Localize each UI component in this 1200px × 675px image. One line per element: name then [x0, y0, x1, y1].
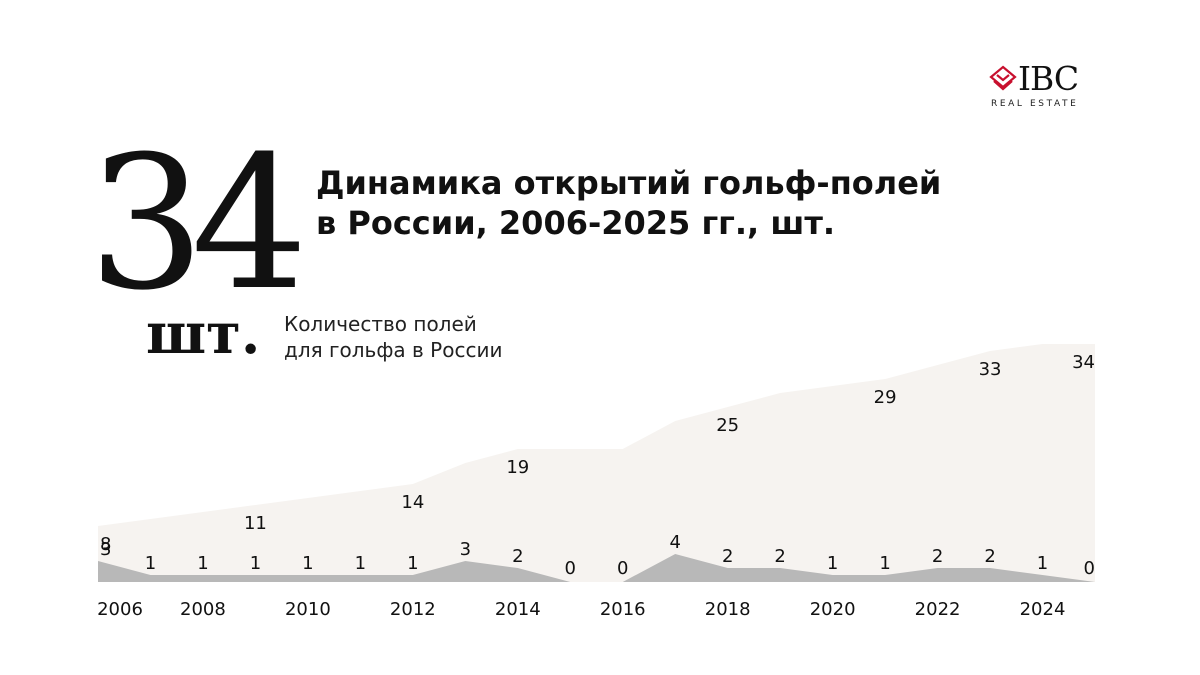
headline-unit: шт.: [146, 301, 261, 367]
cumulative-label: 8: [100, 534, 111, 555]
x-tick-label: 2008: [180, 599, 226, 620]
annual-label: 0: [565, 558, 576, 579]
logo-text: IBC: [1018, 59, 1079, 98]
x-tick-label: 2016: [600, 599, 646, 620]
annual-label: 3: [100, 539, 111, 560]
annual-label: 1: [1037, 553, 1048, 574]
annual-label: 1: [302, 553, 313, 574]
annual-label: 2: [722, 546, 733, 567]
x-tick-label: 2024: [1020, 599, 1066, 620]
chart-title-line2: в России, 2006-2025 гг., шт.: [316, 204, 836, 242]
annual-label: 0: [1084, 558, 1095, 579]
headline-caption-line2: для гольфа в России: [284, 338, 503, 362]
x-tick-label: 2014: [495, 599, 541, 620]
x-tick-label: 2022: [915, 599, 961, 620]
ibc-logo-icon: [989, 65, 1017, 91]
annual-label: 4: [669, 532, 680, 553]
cumulative-label: 34: [1072, 352, 1095, 373]
x-tick-label: 2010: [285, 599, 331, 620]
x-tick-label: 2020: [810, 599, 856, 620]
annual-labels: 3 1 1 1 1 1 1 3 2 0 0 4 2 2 1 1 2 2 1 0: [100, 532, 1095, 579]
cumulative-area: [98, 344, 1095, 582]
cumulative-label: 19: [506, 457, 529, 478]
annual-label: 2: [512, 546, 523, 567]
cumulative-label: 25: [716, 415, 739, 436]
logo-subtext: REAL ESTATE: [991, 99, 1079, 109]
chart-title-line1: Динамика открытий гольф-полей: [316, 164, 942, 202]
annual-label: 1: [145, 553, 156, 574]
annual-label: 1: [879, 553, 890, 574]
x-axis-ticks: 2006 2008 2010 2012 2014 2016 2018 2020 2022 2024: [97, 599, 1065, 620]
headline-caption: Количество полей для гольфа в России: [284, 311, 604, 363]
cumulative-label: 29: [874, 387, 897, 408]
cumulative-labels: 8 11 14 19 25 29 33 34: [100, 352, 1095, 555]
x-tick-label: 2012: [390, 599, 436, 620]
chart-title: Динамика открытий гольф-полей в России, …: [316, 163, 1016, 243]
annual-openings-area: [98, 554, 1095, 582]
ibc-logo: IBC REAL ESTATE: [988, 60, 1100, 112]
headline-value: 34: [88, 117, 308, 331]
headline-caption-line1: Количество полей: [284, 312, 477, 336]
cumulative-label: 33: [979, 359, 1002, 380]
annual-label: 2: [984, 546, 995, 567]
annual-label: 1: [197, 553, 208, 574]
cumulative-label: 14: [401, 492, 424, 513]
annual-label: 1: [407, 553, 418, 574]
cumulative-label: 11: [244, 513, 267, 534]
annual-label: 1: [250, 553, 261, 574]
annual-label: 1: [827, 553, 838, 574]
annual-label: 0: [617, 558, 628, 579]
annual-label: 2: [932, 546, 943, 567]
x-tick-label: 2018: [705, 599, 751, 620]
annual-label: 2: [774, 546, 785, 567]
annual-label: 3: [460, 539, 471, 560]
x-tick-label: 2006: [97, 599, 143, 620]
annual-label: 1: [355, 553, 366, 574]
